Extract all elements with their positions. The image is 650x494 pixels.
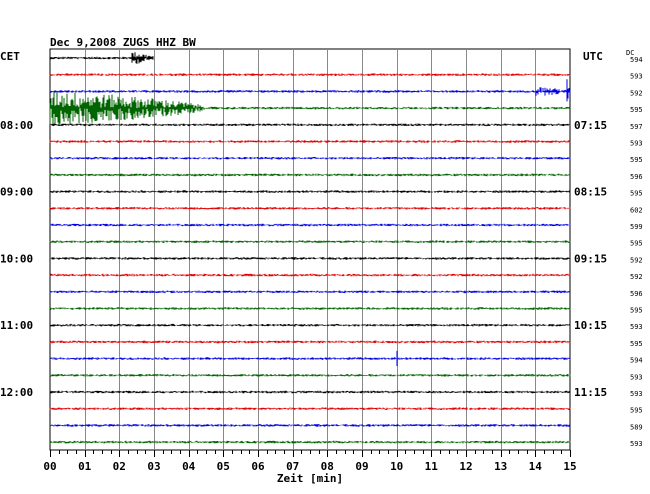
trace-line xyxy=(49,350,571,366)
dc-value: 589 xyxy=(630,423,643,431)
dc-value: 593 xyxy=(630,390,643,398)
utc-label: UTC xyxy=(583,50,603,63)
trace-line xyxy=(49,156,571,160)
right-time-label: 09:15 xyxy=(574,252,607,265)
dc-value: 592 xyxy=(630,89,643,97)
trace-line xyxy=(49,440,571,444)
dc-value: 594 xyxy=(630,56,643,64)
trace-line xyxy=(49,390,571,394)
x-tick-label: 02 xyxy=(113,460,126,473)
trace-line xyxy=(49,223,571,227)
left-time-label: 10:00 xyxy=(0,252,33,265)
dc-value: 595 xyxy=(630,307,643,315)
x-tick-label: 12 xyxy=(459,460,472,473)
trace-line xyxy=(49,340,571,344)
dc-value: 597 xyxy=(630,123,643,131)
left-time-label: 12:00 xyxy=(0,386,33,399)
dc-value: 595 xyxy=(630,106,643,114)
left-time-label: 09:00 xyxy=(0,186,33,199)
cet-label: CET xyxy=(0,50,20,63)
left-time-label: 11:00 xyxy=(0,319,33,332)
x-tick-label: 13 xyxy=(494,460,507,473)
x-tick-label: 01 xyxy=(78,460,92,473)
trace-line xyxy=(49,323,571,327)
dc-value: 595 xyxy=(630,407,643,415)
trace-line xyxy=(49,73,571,76)
dc-value: 599 xyxy=(630,223,643,231)
trace-line xyxy=(49,257,571,260)
trace-line xyxy=(49,123,571,127)
trace-line xyxy=(49,140,571,143)
dc-value: 595 xyxy=(630,340,643,348)
dc-label: DC xyxy=(626,49,634,57)
dc-value: 593 xyxy=(630,373,643,381)
right-time-label: 07:15 xyxy=(574,119,607,132)
trace-line xyxy=(49,90,571,126)
x-tick-label: 11 xyxy=(425,460,439,473)
trace-line xyxy=(49,424,571,427)
x-tick-label: 09 xyxy=(355,460,368,473)
dc-value: 593 xyxy=(630,73,643,81)
trace-line xyxy=(49,240,571,243)
dc-value: 593 xyxy=(630,440,643,448)
dc-value: 594 xyxy=(630,357,643,365)
right-time-label: 11:15 xyxy=(574,386,607,399)
dc-value: 595 xyxy=(630,190,643,198)
x-tick-label: 15 xyxy=(563,460,576,473)
trace-line xyxy=(49,173,571,177)
chart-title: Dec 9,2008 ZUGS HHZ BW xyxy=(50,36,196,49)
x-tick-label: 10 xyxy=(390,460,403,473)
x-tick-label: 00 xyxy=(43,460,56,473)
trace-line xyxy=(49,79,571,102)
trace-line xyxy=(49,374,571,377)
trace-line xyxy=(49,52,154,64)
left-time-label: 08:00 xyxy=(0,119,33,132)
trace-line xyxy=(49,290,571,294)
x-tick-label: 07 xyxy=(286,460,299,473)
dc-value: 596 xyxy=(630,173,643,181)
x-tick-label: 06 xyxy=(251,460,265,473)
trace-line xyxy=(49,307,571,310)
x-tick-label: 14 xyxy=(529,460,543,473)
dc-value: 592 xyxy=(630,273,643,281)
trace-line xyxy=(49,273,571,277)
right-time-label: 08:15 xyxy=(574,186,607,199)
dc-value: 595 xyxy=(630,240,643,248)
right-time-label: 10:15 xyxy=(574,319,607,332)
dc-value: 595 xyxy=(630,156,643,164)
dc-value: 593 xyxy=(630,323,643,331)
trace-line xyxy=(49,207,571,210)
trace-line xyxy=(49,190,571,193)
plot-area: 594 593 592 595 597 593 595 596 595 602 599 595 592 5… xyxy=(0,48,643,473)
x-axis-label: Zeit [min] xyxy=(277,472,343,485)
x-tick-label: 08 xyxy=(321,460,334,473)
dc-value: 602 xyxy=(630,206,643,214)
x-tick-label: 05 xyxy=(217,460,230,473)
x-tick-label: 03 xyxy=(147,460,160,473)
dc-value: 593 xyxy=(630,140,643,148)
dc-value: 596 xyxy=(630,290,643,298)
x-tick-label: 04 xyxy=(182,460,196,473)
trace-line xyxy=(49,407,571,410)
dc-value: 592 xyxy=(630,256,643,264)
